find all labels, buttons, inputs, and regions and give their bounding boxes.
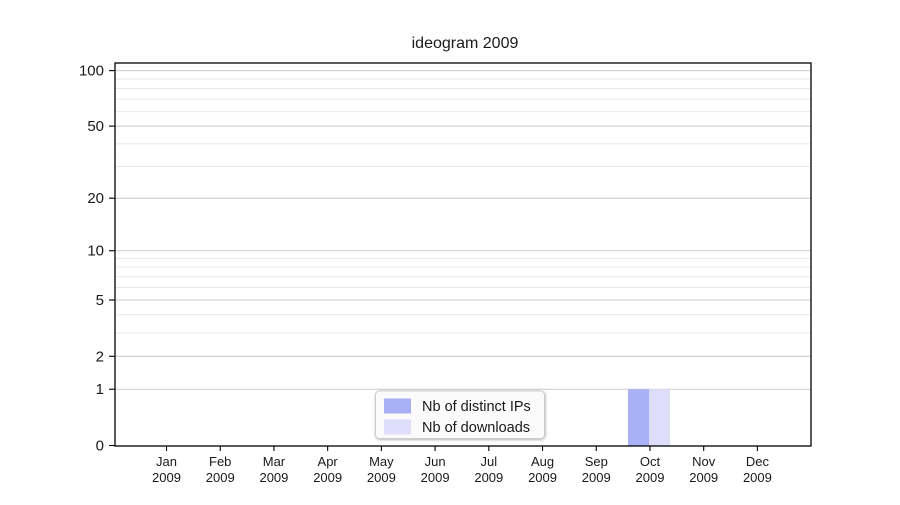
svg-text:10: 10 [87, 243, 104, 260]
svg-text:2009: 2009 [689, 470, 718, 485]
svg-text:2009: 2009 [528, 470, 557, 485]
svg-text:Jun: Jun [425, 454, 446, 469]
svg-text:2009: 2009 [206, 470, 235, 485]
svg-text:Jul: Jul [481, 454, 498, 469]
svg-text:2009: 2009 [582, 470, 611, 485]
svg-text:Feb: Feb [209, 454, 231, 469]
svg-text:2009: 2009 [313, 470, 342, 485]
svg-text:50: 50 [87, 118, 104, 135]
svg-text:2009: 2009 [259, 470, 288, 485]
svg-text:2009: 2009 [152, 470, 181, 485]
svg-text:100: 100 [79, 63, 104, 80]
svg-text:0: 0 [96, 438, 104, 455]
svg-text:ideogram 2009: ideogram 2009 [412, 35, 519, 52]
svg-text:Nb of downloads: Nb of downloads [422, 420, 530, 436]
svg-text:1: 1 [96, 381, 104, 398]
svg-text:2009: 2009 [367, 470, 396, 485]
svg-text:2: 2 [96, 348, 104, 365]
svg-text:Sep: Sep [585, 454, 608, 469]
svg-text:Dec: Dec [746, 454, 770, 469]
svg-text:Mar: Mar [263, 454, 286, 469]
svg-text:2009: 2009 [474, 470, 503, 485]
svg-text:2009: 2009 [636, 470, 665, 485]
svg-text:2009: 2009 [421, 470, 450, 485]
svg-text:Apr: Apr [318, 454, 339, 469]
svg-text:Nov: Nov [692, 454, 716, 469]
svg-text:Jan: Jan [156, 454, 177, 469]
svg-text:May: May [369, 454, 394, 469]
svg-text:2009: 2009 [743, 470, 772, 485]
svg-text:5: 5 [96, 292, 104, 309]
svg-text:20: 20 [87, 190, 104, 207]
svg-text:Aug: Aug [531, 454, 554, 469]
svg-text:Oct: Oct [640, 454, 661, 469]
svg-text:Nb of distinct IPs: Nb of distinct IPs [422, 399, 531, 415]
